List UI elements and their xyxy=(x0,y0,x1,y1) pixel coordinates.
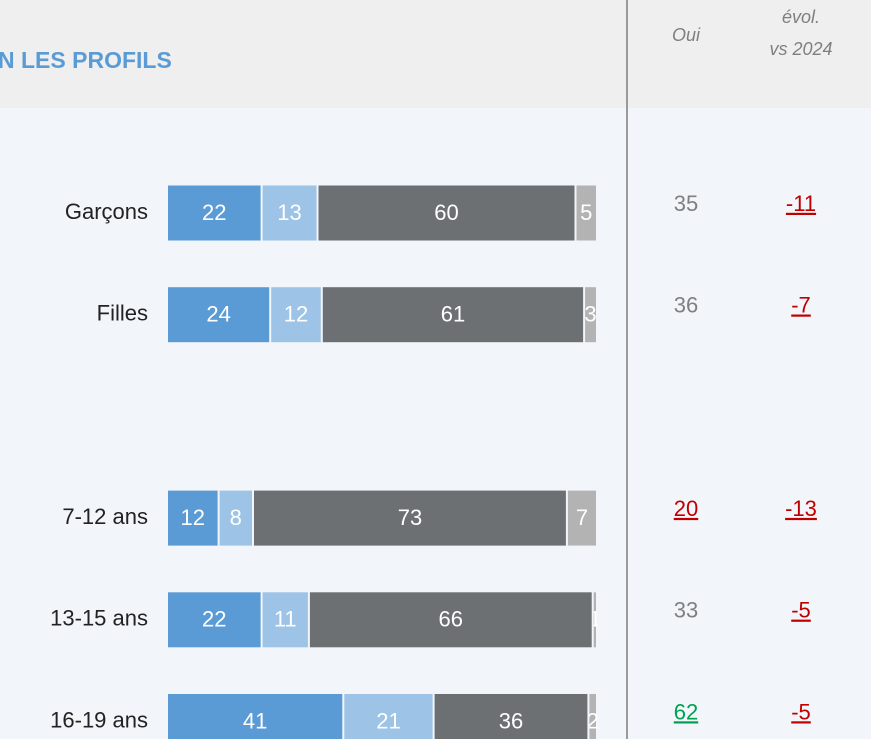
category-label: 13-15 ans xyxy=(50,606,148,631)
chart-title: N LES PROFILS xyxy=(0,47,172,73)
bar-segment xyxy=(567,490,596,546)
column-value: 35 xyxy=(674,191,698,216)
bar-segment xyxy=(309,592,592,648)
bar-segment xyxy=(585,287,596,343)
value-label: 12 xyxy=(181,505,205,530)
bar-segment xyxy=(254,490,566,546)
column-header: vs 2024 xyxy=(769,39,832,59)
value-label: 12 xyxy=(284,302,308,327)
value-label: 24 xyxy=(206,302,230,327)
value-label: 36 xyxy=(499,708,523,733)
bar-segment xyxy=(219,490,252,546)
value-label: 60 xyxy=(434,200,458,225)
bar-segment xyxy=(168,287,270,343)
value-label: 3 xyxy=(584,302,596,327)
bar-segment xyxy=(168,694,343,739)
column-value: -13 xyxy=(785,496,817,521)
category-label: 16-19 ans xyxy=(50,707,148,732)
column-value: 62 xyxy=(674,699,698,724)
column-value: 33 xyxy=(674,598,698,623)
value-label: 2 xyxy=(587,708,599,733)
category-label: 7-12 ans xyxy=(62,504,148,529)
value-label: 73 xyxy=(398,505,422,530)
value-label: 1 xyxy=(589,607,601,632)
bar-segment xyxy=(318,185,575,241)
value-label: 5 xyxy=(580,200,592,225)
bar-segment xyxy=(168,490,218,546)
value-label: 41 xyxy=(243,708,267,733)
value-label: 21 xyxy=(376,708,400,733)
column-value: -5 xyxy=(791,598,811,623)
column-value: -11 xyxy=(786,191,816,216)
bar-segment xyxy=(322,287,584,343)
value-label: 7 xyxy=(576,505,588,530)
value-label: 8 xyxy=(230,505,242,530)
category-label: Filles xyxy=(97,301,148,326)
bar-segment xyxy=(434,694,588,739)
bar-segment xyxy=(589,694,596,739)
bar-segment xyxy=(576,185,596,241)
bar-segment xyxy=(271,287,321,343)
value-label: 13 xyxy=(277,200,301,225)
column-value: -5 xyxy=(791,699,811,724)
bar-segment xyxy=(593,592,596,648)
category-label: Garçons xyxy=(65,199,148,224)
bar-segment xyxy=(168,592,261,648)
column-header: évol. xyxy=(782,7,820,27)
value-label: 61 xyxy=(441,302,465,327)
column-header: Oui xyxy=(672,25,701,45)
value-label: 11 xyxy=(274,607,297,632)
column-value: -7 xyxy=(791,293,811,318)
column-value: 20 xyxy=(674,496,698,521)
bar-segment xyxy=(262,185,317,241)
bar-segment xyxy=(168,185,261,241)
value-label: 22 xyxy=(202,607,226,632)
bar-segment xyxy=(262,592,308,648)
column-value: 36 xyxy=(674,293,698,318)
value-label: 22 xyxy=(202,200,226,225)
bar-segment xyxy=(344,694,433,739)
header-band xyxy=(0,0,871,108)
value-label: 66 xyxy=(439,607,463,632)
